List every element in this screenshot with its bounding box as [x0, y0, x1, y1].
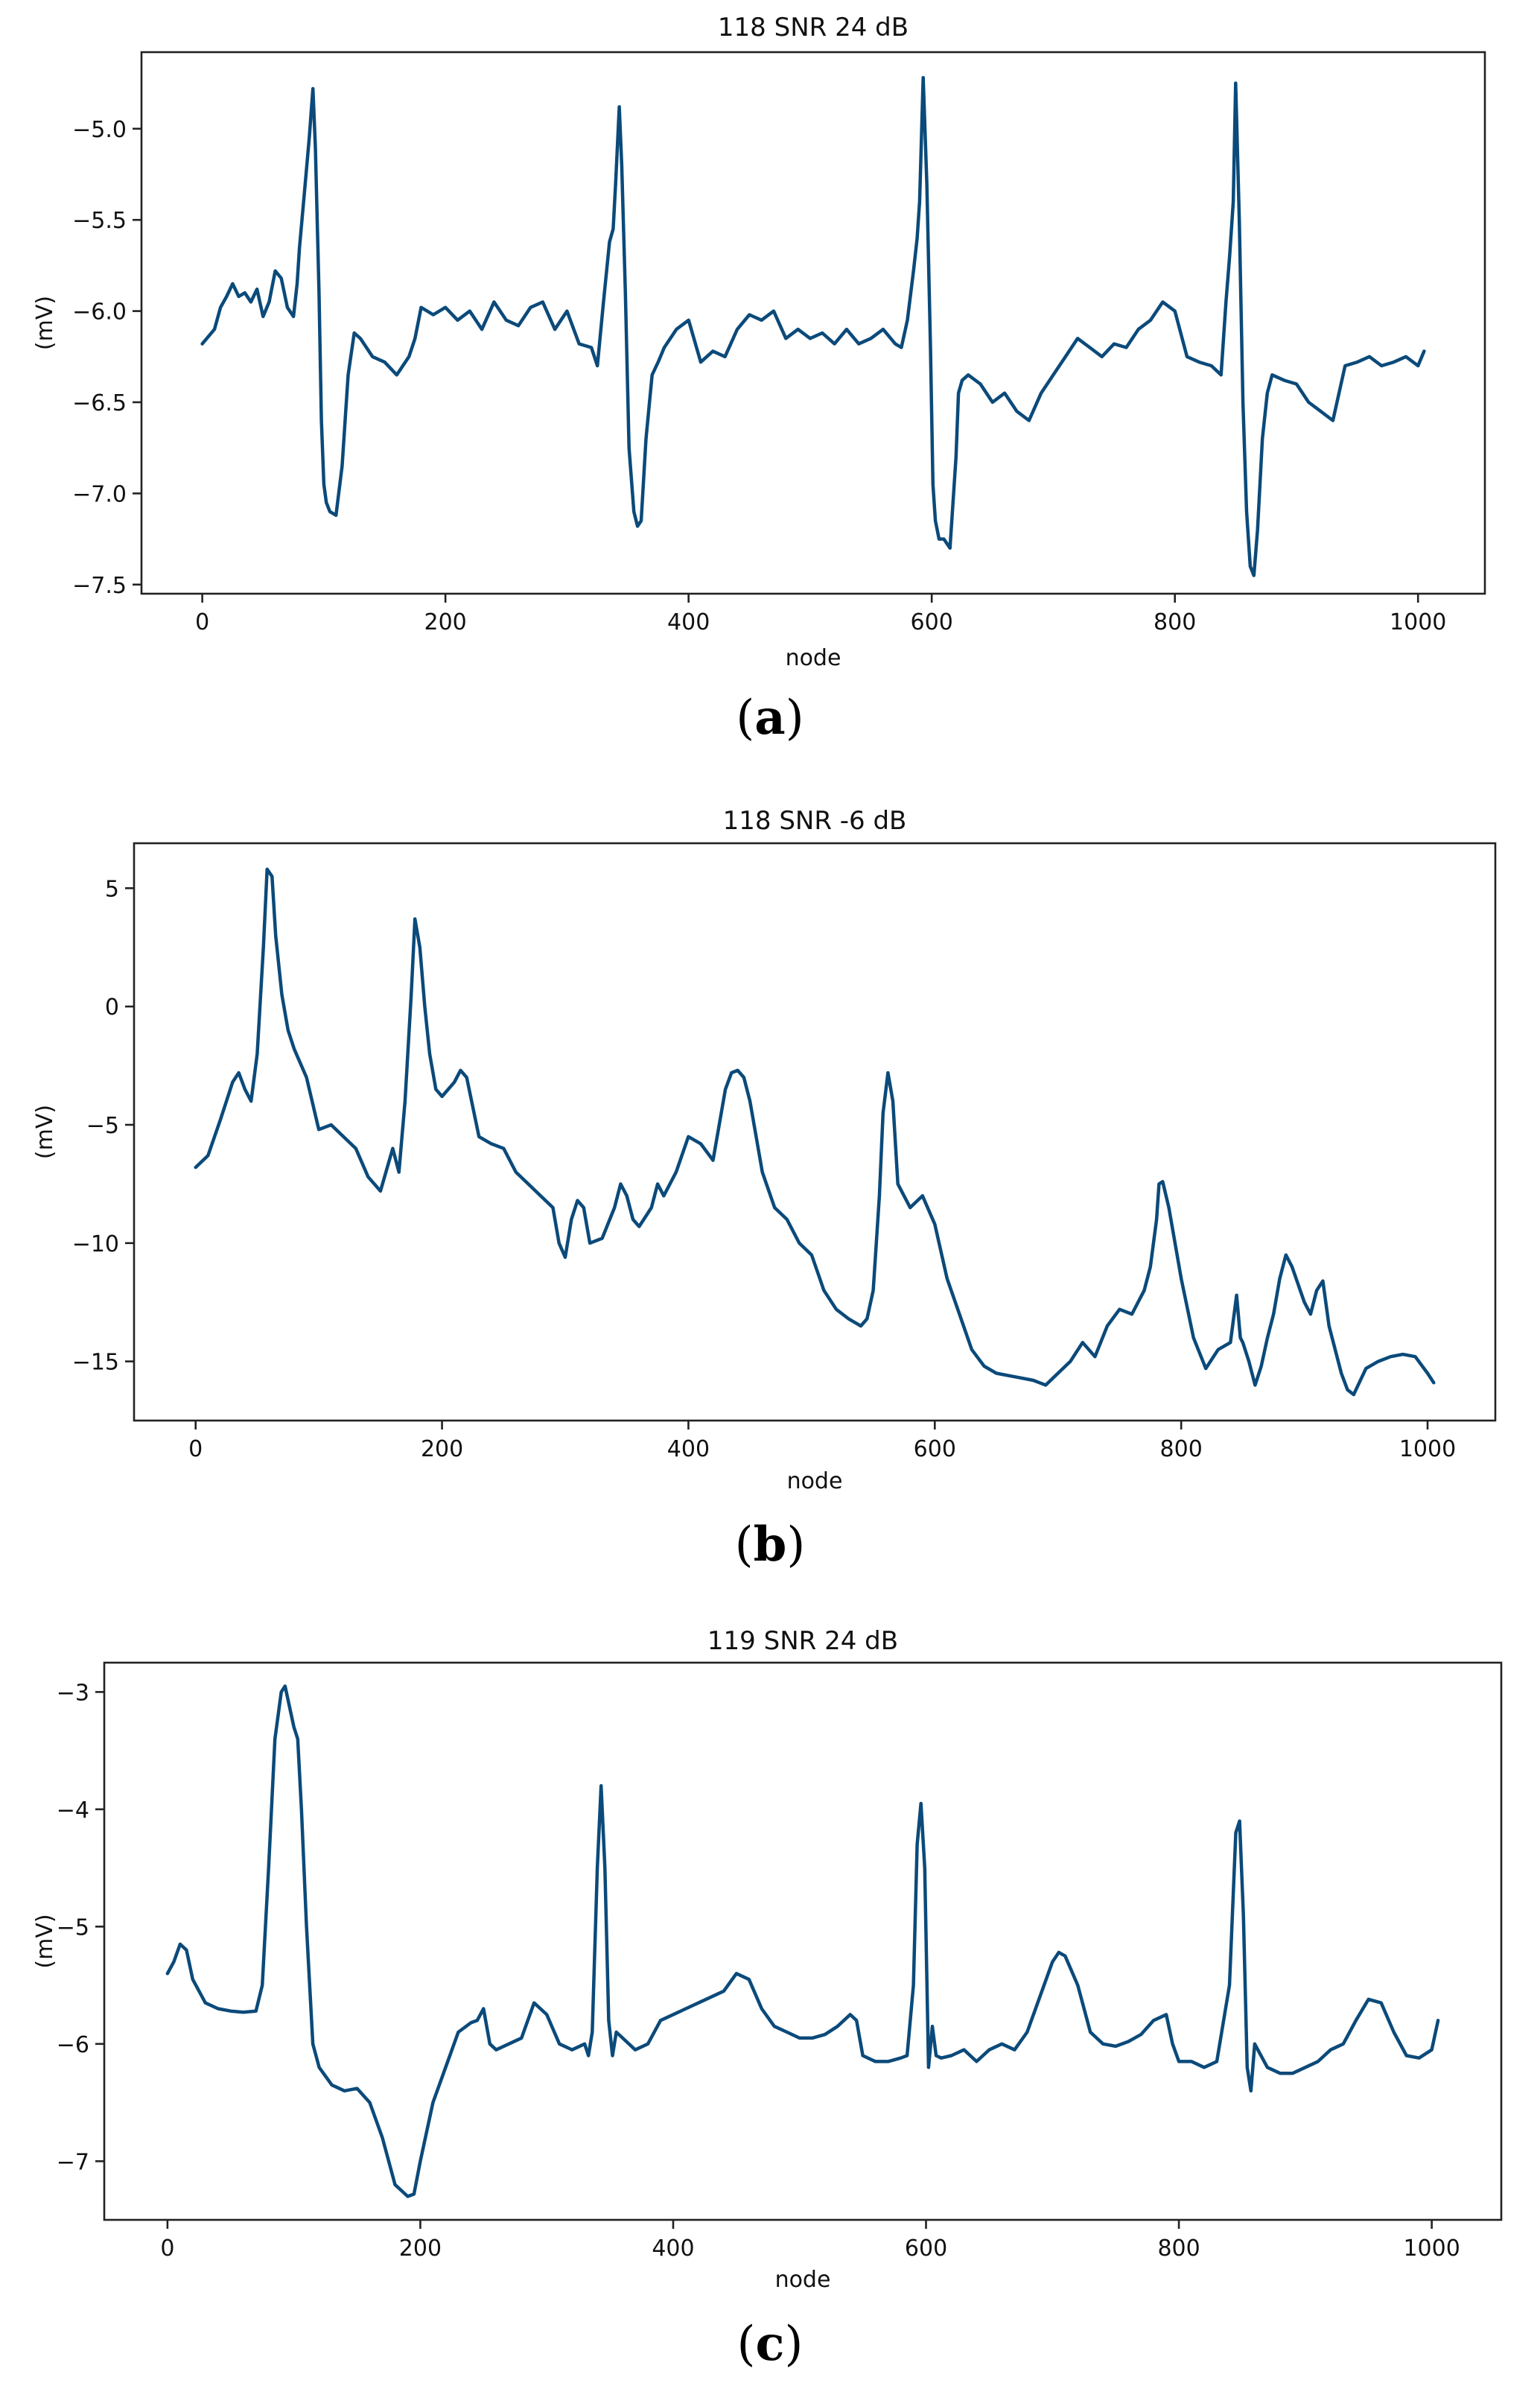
x-tick-label: 400 [667, 1436, 710, 1462]
ecg-series-line [194, 867, 1436, 1397]
panel-caption: (c) [737, 2316, 804, 2372]
y-tick-label: −5.5 [72, 208, 127, 234]
x-tick-label: 800 [1157, 2236, 1200, 2262]
x-tick-label: 600 [914, 1436, 956, 1462]
y-tick-label: −7.0 [72, 481, 127, 507]
x-tick-label: 0 [160, 2236, 174, 2262]
panel-caption: (b) [735, 1517, 806, 1573]
y-tick-label: −6.5 [72, 390, 127, 416]
x-tick-label: 0 [195, 609, 209, 635]
x-tick-label: 600 [905, 2236, 947, 2262]
y-tick-label: −6.0 [72, 299, 127, 326]
y-tick-label: −5 [57, 1914, 89, 1941]
chart-title: 118 SNR 24 dB [718, 13, 909, 42]
y-tick-label: −7.5 [72, 573, 127, 599]
y-axis-label: (mV) [32, 1105, 58, 1159]
y-axis-label: (mV) [32, 1914, 58, 1968]
x-axis-label: node [775, 2267, 831, 2293]
chart-title: 119 SNR 24 dB [707, 1626, 898, 1656]
x-tick-label: 1000 [1399, 1436, 1456, 1462]
y-tick-label: −6 [57, 2032, 89, 2058]
x-tick-label: 800 [1160, 1436, 1203, 1462]
y-axis-label: (mV) [32, 296, 58, 350]
y-tick-label: −4 [57, 1797, 89, 1824]
plot-frame [140, 51, 1486, 595]
x-tick-label: 200 [424, 609, 467, 635]
y-tick-label: −5 [86, 1113, 119, 1139]
x-tick-label: 1000 [1403, 2236, 1460, 2262]
chart-panel-a: 118 SNR 24 dB 0 200 400 600 800 1000 −5.0 −5.5 −6… [32, 13, 1486, 746]
x-tick-label: 200 [399, 2236, 442, 2262]
y-tick-label: −15 [72, 1350, 119, 1376]
x-tick-label: 400 [667, 609, 710, 635]
chart-panel-c: 119 SNR 24 dB 0 200 400 600 800 1000 −3 −4 −5 −6 −7… [32, 1626, 1503, 2372]
plot-frame [103, 1661, 1503, 2221]
chart-panel-b: 118 SNR -6 dB 0 200 400 600 800 1000 5 0 −5 −10 −15… [32, 806, 1497, 1573]
x-tick-label: 1000 [1390, 609, 1446, 635]
x-tick-label: 600 [911, 609, 953, 635]
y-tick-label: 5 [105, 876, 119, 902]
x-axis-label: node [786, 645, 841, 671]
ecg-series-line [200, 76, 1426, 577]
x-tick-label: 200 [421, 1436, 463, 1462]
y-tick-label: −7 [57, 2149, 89, 2175]
x-tick-label: 800 [1154, 609, 1196, 635]
y-tick-label: 0 [105, 994, 119, 1021]
ecg-series-line [165, 1684, 1440, 2198]
x-tick-label: 0 [188, 1436, 203, 1462]
x-axis-label: node [787, 1468, 843, 1494]
y-tick-label: −5.0 [72, 117, 127, 143]
plot-frame [133, 842, 1497, 1422]
y-tick-label: −3 [57, 1680, 89, 1706]
x-tick-label: 400 [652, 2236, 694, 2262]
chart-title: 118 SNR -6 dB [723, 806, 907, 836]
panel-caption: (a) [736, 690, 804, 746]
y-tick-label: −10 [72, 1231, 119, 1257]
